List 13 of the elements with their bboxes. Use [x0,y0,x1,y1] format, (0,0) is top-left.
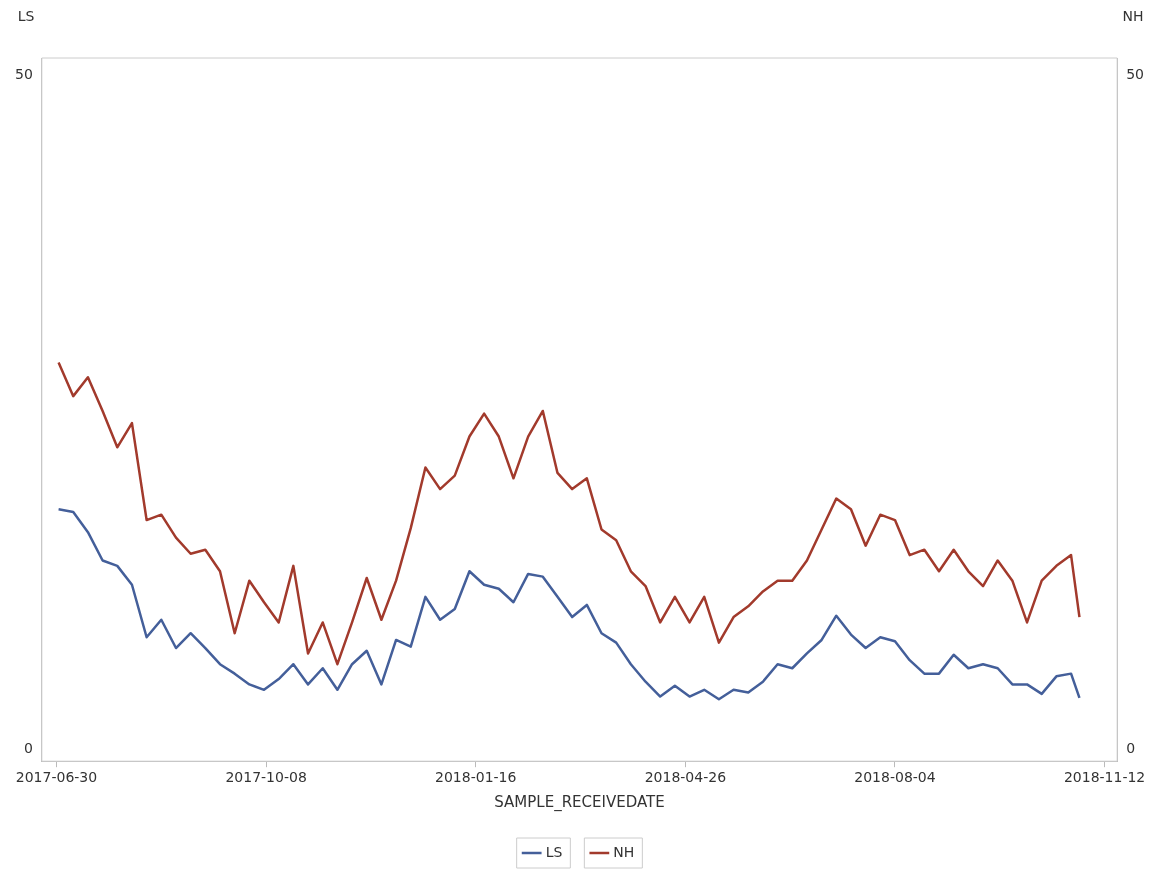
x-tick-label: 2018-08-04 [854,769,936,786]
x-tick-label: 2018-04-26 [644,769,727,786]
x-axis-title: SAMPLE_RECEIVEDATE [494,792,665,812]
x-tick-label: 2017-10-08 [225,769,307,786]
legend-label: NH [613,843,635,860]
x-tick-label: 2018-11-12 [1063,769,1146,786]
y2-axis-title: NH [1122,7,1144,24]
y2-tick-label: 50 [1126,66,1145,83]
x-tick-label: 2017-06-30 [15,769,98,786]
y2-tick-label: 0 [1126,739,1136,756]
y-axis-title: LS [17,7,35,24]
x-tick-label: 2018-01-16 [435,769,517,786]
legend-label: LS [545,843,563,860]
